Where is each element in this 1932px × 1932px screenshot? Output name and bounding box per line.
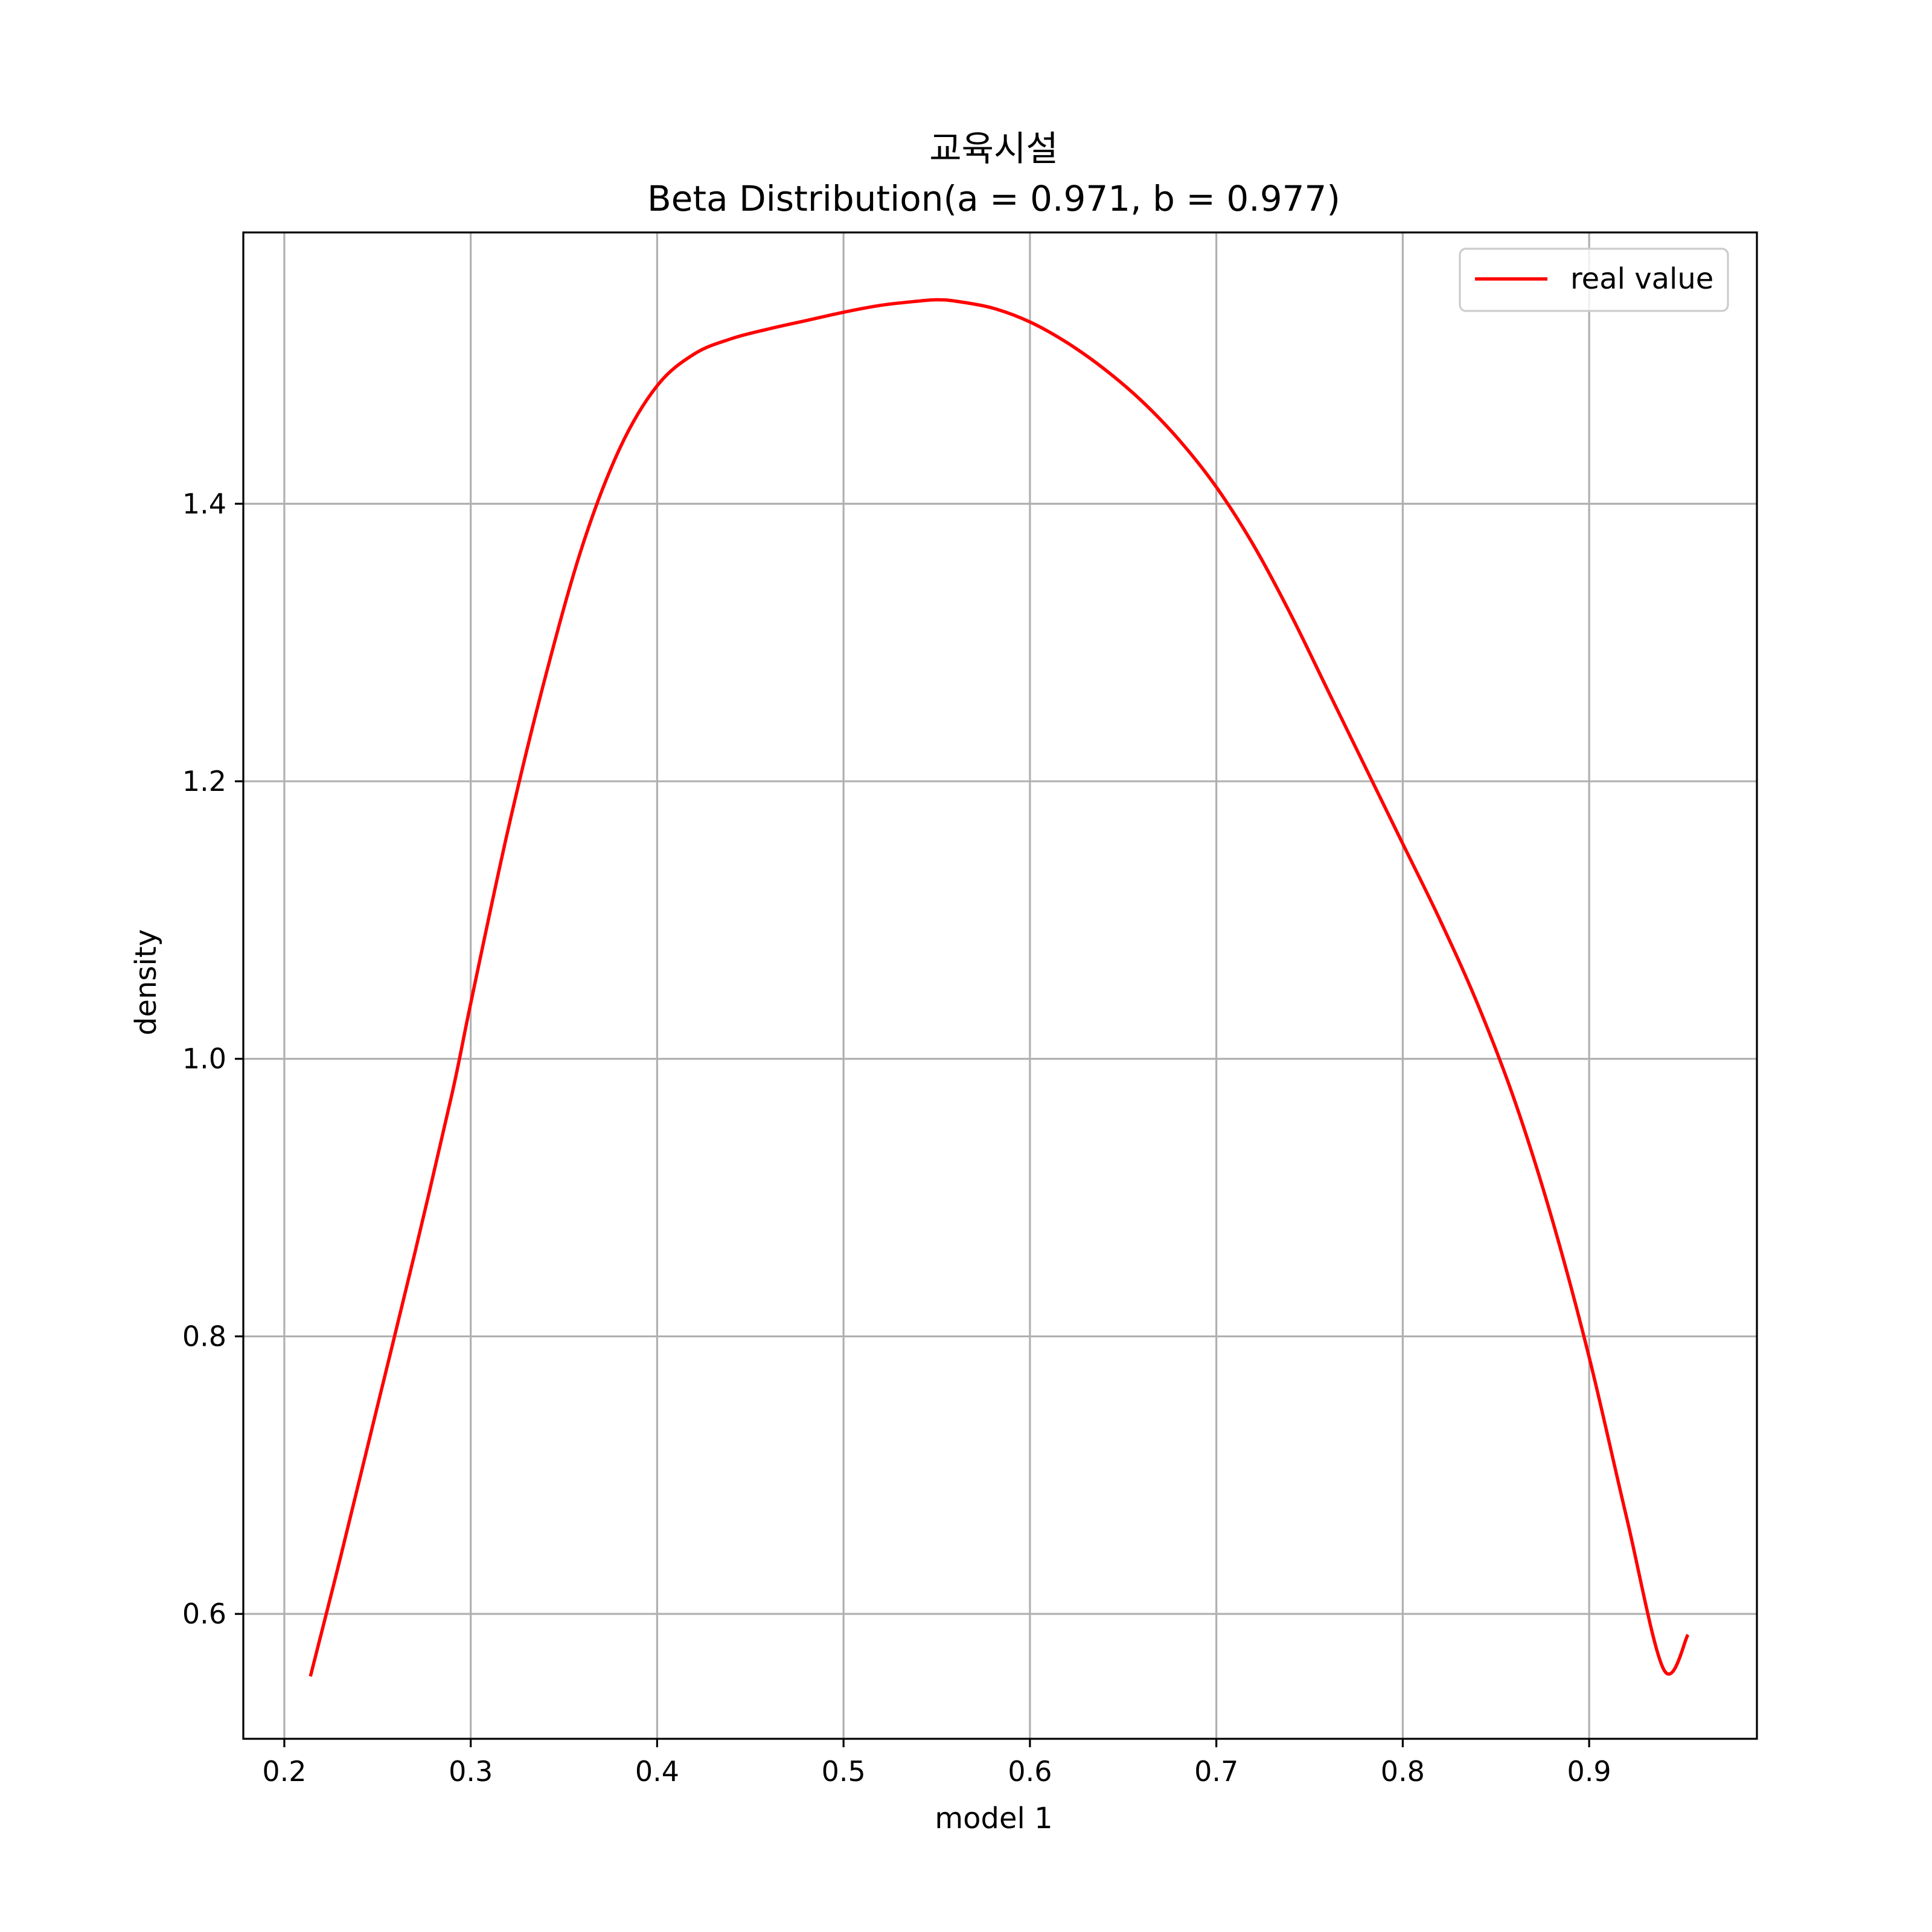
x-tick-label: 0.3	[449, 1755, 493, 1788]
legend-box	[1459, 248, 1729, 312]
axis-ticks: 0.2 0.3 0.4 0.5 0.6 0.7 0.8 0.9 0.6 0.8 1.0 1.2 1.4	[182, 487, 1611, 1788]
grid	[243, 232, 1757, 1739]
x-tick-label: 0.6	[1008, 1755, 1052, 1788]
chart-title: 교육시설	[929, 128, 1058, 169]
y-axis-label: density	[129, 929, 163, 1035]
x-axis-label: model 1	[935, 1802, 1052, 1835]
series-layer	[309, 298, 1690, 1677]
x-tick-label: 0.9	[1567, 1755, 1611, 1788]
x-tick-label: 0.2	[262, 1755, 306, 1788]
x-tick-label: 0.7	[1194, 1755, 1238, 1788]
y-tick-label: 0.6	[182, 1598, 226, 1630]
y-tick-label: 1.4	[182, 487, 226, 520]
chart-subtitle: Beta Distribution(a = 0.971, b = 0.977)	[647, 178, 1340, 219]
x-tick-label: 0.4	[635, 1755, 679, 1788]
x-tick-label: 0.5	[822, 1755, 866, 1788]
y-tick-label: 1.0	[182, 1043, 226, 1075]
series-line-real-value	[309, 298, 1690, 1677]
legend: real value	[1459, 248, 1729, 312]
plot-frame	[242, 231, 1758, 1740]
legend-label: real value	[1570, 262, 1713, 296]
y-tick-label: 0.8	[182, 1320, 226, 1352]
y-tick-label: 1.2	[182, 765, 226, 798]
x-tick-label: 0.8	[1381, 1755, 1425, 1788]
